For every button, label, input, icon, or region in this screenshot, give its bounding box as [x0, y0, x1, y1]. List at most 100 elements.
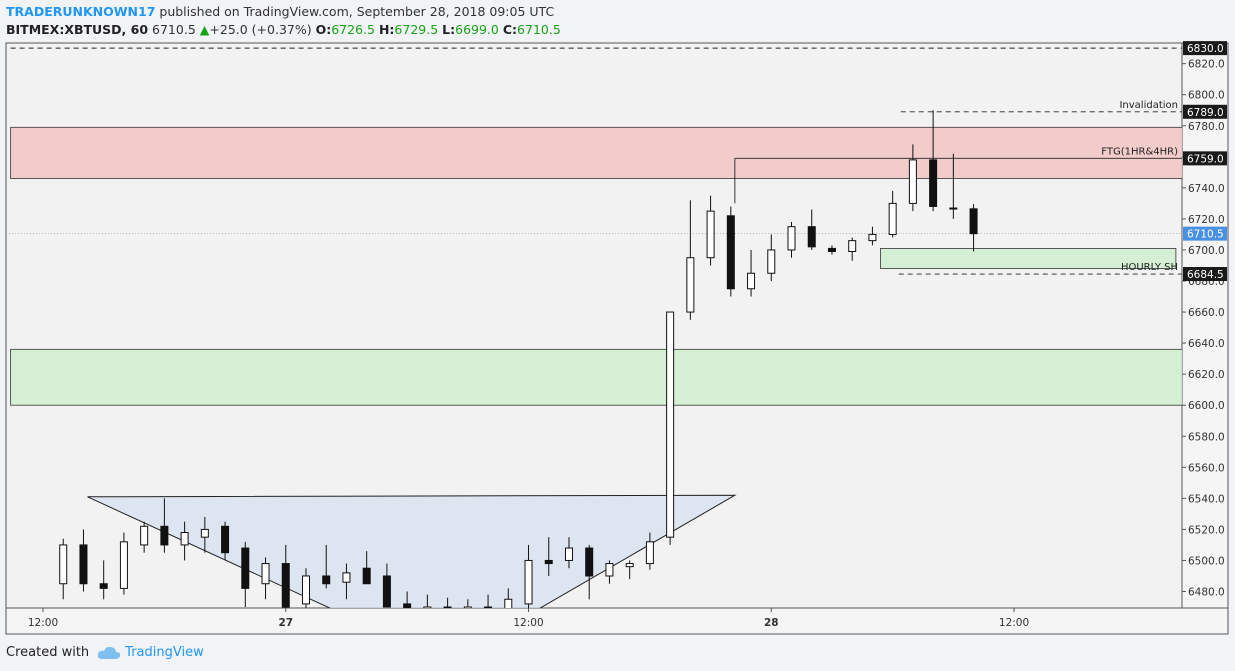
- time-tick-label: 27: [278, 617, 293, 629]
- annotation-label: FTG(1HR&4HR): [1101, 146, 1178, 157]
- open-value: 6726.5: [331, 22, 375, 37]
- time-tick-label: 12:00: [513, 617, 543, 629]
- price-tick-label: 6660.0: [1188, 307, 1225, 319]
- candle-body: [747, 272, 756, 290]
- price-change: +25.0 (+0.37%): [209, 22, 312, 37]
- candle-body: [949, 207, 958, 210]
- candle-body: [301, 575, 310, 605]
- candle-body: [686, 257, 695, 313]
- author-name[interactable]: TRADERUNKNOWN17: [6, 4, 156, 19]
- candle-body: [382, 575, 391, 608]
- candle-body: [605, 563, 614, 577]
- tradingview-cloud-icon: [98, 646, 121, 659]
- price-tick-label: 6540.0: [1188, 493, 1225, 505]
- candle-body: [524, 559, 533, 605]
- candle-body: [827, 247, 836, 253]
- ohlc-line: BITMEX:XBTUSD, 60 6710.5 ▲+25.0 (+0.37%)…: [6, 21, 561, 39]
- candle-body: [160, 525, 169, 546]
- price-label-text: 6710.5: [1187, 229, 1224, 241]
- price-label-text: 6759.0: [1187, 153, 1224, 165]
- candle-body: [180, 532, 189, 546]
- candle-body: [140, 525, 149, 546]
- candle-body: [564, 547, 573, 561]
- candle-body: [969, 208, 978, 235]
- symbol-label: BITMEX:XBTUSD, 60: [6, 22, 149, 37]
- price-tick-label: 6640.0: [1188, 338, 1225, 350]
- candle-body: [241, 547, 250, 589]
- price-label-box: [1183, 104, 1227, 119]
- candle-body: [200, 528, 209, 538]
- price-tick-label: 6800.0: [1188, 90, 1225, 102]
- price-label-box: [1183, 226, 1227, 241]
- candle-body: [868, 233, 877, 242]
- time-tick-label: 12:00: [28, 617, 58, 629]
- price-tick-label: 6600.0: [1188, 400, 1225, 412]
- candle-body: [59, 544, 68, 585]
- price-tick-label: 6720.0: [1188, 214, 1225, 226]
- candle-body: [929, 159, 938, 207]
- last-price: 6710.5: [152, 22, 196, 37]
- candle-body: [423, 606, 432, 608]
- price-label-text: 6789.0: [1187, 107, 1224, 119]
- candle-body: [221, 525, 230, 554]
- time-axis: [5, 607, 1229, 635]
- tradingview-brand[interactable]: TradingView: [125, 645, 204, 660]
- candle-body: [625, 563, 634, 568]
- price-label-box: [1183, 151, 1227, 166]
- candle-body: [79, 544, 88, 585]
- zone-demand-small: [880, 247, 1177, 269]
- annotation-label: Invalidation: [1119, 100, 1178, 111]
- candle-body: [888, 202, 897, 235]
- price-tick-label: 6740.0: [1188, 183, 1225, 195]
- time-tick-label: 28: [764, 617, 779, 629]
- created-with-label: Created with: [6, 645, 90, 660]
- time-tick-label: 12:00: [999, 617, 1029, 629]
- low-label: L:: [442, 22, 456, 37]
- annotation-label: HOURLY SH: [1121, 262, 1178, 273]
- candle-body: [504, 598, 513, 608]
- candle-body: [443, 606, 452, 608]
- triangle-pattern: [87, 494, 737, 608]
- price-label-box: [1183, 41, 1227, 56]
- candle-body: [544, 559, 553, 565]
- candle-body: [342, 572, 351, 583]
- chart-header: TRADERUNKNOWN17 published on TradingView…: [6, 3, 561, 39]
- price-tick-label: 6780.0: [1188, 121, 1225, 133]
- price-tick-label: 6560.0: [1188, 462, 1225, 474]
- candle-body: [261, 563, 270, 585]
- candle-body: [807, 226, 816, 248]
- candle-body: [645, 541, 654, 565]
- candle-body: [119, 541, 128, 589]
- price-tick-label: 6520.0: [1188, 524, 1225, 536]
- candle-body: [767, 249, 776, 274]
- price-label-text: 6830.0: [1187, 43, 1224, 55]
- low-value: 6699.0: [455, 22, 499, 37]
- price-tick-label: 6580.0: [1188, 431, 1225, 443]
- publish-info: published on TradingView.com, September …: [159, 4, 555, 19]
- zone-supply: [10, 126, 1182, 179]
- candle-body: [706, 210, 715, 259]
- candle-body: [726, 215, 735, 290]
- price-tick-label: 6700.0: [1188, 245, 1225, 257]
- candle-body: [908, 159, 917, 204]
- high-label: H:: [378, 22, 395, 37]
- candle-body: [484, 606, 493, 608]
- candle-body: [848, 240, 857, 253]
- high-value: 6729.5: [394, 22, 439, 37]
- plot-layer: [6, 47, 1182, 608]
- candle-body: [99, 583, 108, 589]
- candle-body: [281, 563, 290, 608]
- close-value: 6710.5: [517, 22, 561, 37]
- price-label-text: 6684.5: [1187, 269, 1224, 281]
- publish-line: TRADERUNKNOWN17 published on TradingView…: [6, 3, 561, 21]
- zone-demand-large: [10, 348, 1182, 406]
- candle-body: [403, 603, 412, 608]
- price-label-box: [1183, 267, 1227, 282]
- candle-body: [666, 311, 675, 538]
- close-label: C:: [502, 22, 518, 37]
- footer: Created with TradingView: [6, 645, 204, 660]
- candle-body: [322, 575, 331, 585]
- price-tick-label: 6500.0: [1188, 555, 1225, 567]
- candle-body: [463, 606, 472, 608]
